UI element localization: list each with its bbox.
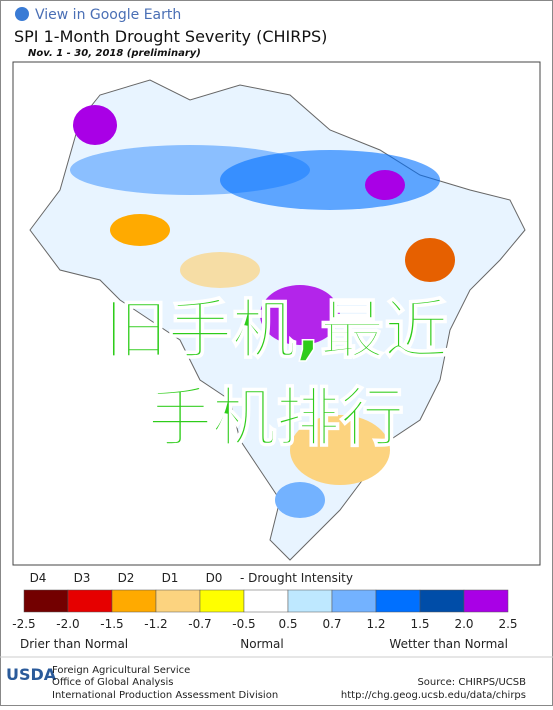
legend-swatch bbox=[23, 589, 69, 613]
subtitle: Nov. 1 - 30, 2018 (preliminary) bbox=[28, 48, 201, 59]
agency-line: Foreign Agricultural Service bbox=[52, 665, 190, 676]
legend-swatch bbox=[419, 589, 465, 613]
legend-center-label: Normal bbox=[240, 637, 283, 651]
agency-line: Office of Global Analysis bbox=[52, 677, 173, 688]
legend-tick-label: 2.5 bbox=[498, 617, 517, 631]
map bbox=[12, 61, 541, 566]
legend-swatch bbox=[199, 589, 245, 613]
legend-category: D2 bbox=[118, 571, 135, 585]
legend-tick-label: 1.2 bbox=[366, 617, 385, 631]
legend-swatch bbox=[243, 589, 289, 613]
wet-area bbox=[365, 170, 405, 200]
legend-category: D3 bbox=[74, 571, 91, 585]
legend-swatch bbox=[111, 589, 157, 613]
legend-swatch bbox=[67, 589, 113, 613]
legend: -2.5 -2.0 -1.5 -1.2 -0.7 -0.5 0.5 0.7 1.2 1.5 2.0 2… bbox=[12, 571, 517, 631]
agency-line: International Production Assessment Divi… bbox=[52, 690, 278, 701]
dry-area bbox=[405, 238, 455, 282]
legend-category: D4 bbox=[30, 571, 47, 585]
legend-tick-label: 2.0 bbox=[454, 617, 473, 631]
earth-icon bbox=[15, 7, 29, 21]
legend-title: - Drought Intensity bbox=[240, 571, 353, 585]
overlay-line: 旧手机,最近 bbox=[104, 294, 448, 368]
legend-tick-label: -1.5 bbox=[100, 617, 123, 631]
legend-tick-label: 0.5 bbox=[278, 617, 297, 631]
overlay-line: 手机排行 bbox=[148, 382, 404, 456]
legend-tick-label: -1.2 bbox=[144, 617, 167, 631]
legend-left-label: Drier than Normal bbox=[20, 637, 128, 651]
legend-category: D0 bbox=[206, 571, 223, 585]
dry-area bbox=[180, 252, 260, 288]
legend-swatch bbox=[463, 589, 509, 613]
wet-area bbox=[260, 285, 340, 345]
overlay: 旧手机,最近 手机排行 bbox=[103, 293, 449, 457]
legend-tick-label: -0.5 bbox=[232, 617, 255, 631]
legend-tick-label: -2.0 bbox=[56, 617, 79, 631]
link-text[interactable]: View in Google Earth bbox=[35, 7, 181, 23]
legend-tick-label: 1.5 bbox=[410, 617, 429, 631]
wet-area bbox=[220, 150, 440, 210]
wet-area bbox=[73, 105, 117, 145]
source: Source: CHIRPS/UCSB bbox=[417, 677, 526, 688]
legend-right-label: Wetter than Normal bbox=[389, 637, 508, 651]
dry-area bbox=[110, 214, 170, 246]
legend-swatch bbox=[375, 589, 421, 613]
title: SPI 1-Month Drought Severity (CHIRPS) bbox=[14, 27, 327, 46]
legend-swatch bbox=[331, 589, 377, 613]
legend-swatch bbox=[287, 589, 333, 613]
usda-logo: USDA bbox=[6, 665, 57, 684]
source-url: http://chg.geog.ucsb.edu/data/chirps bbox=[341, 690, 526, 701]
wet-area bbox=[275, 482, 325, 518]
legend-swatch bbox=[155, 589, 201, 613]
google-earth-link[interactable]: View in Google Earth bbox=[15, 7, 181, 23]
legend-category: D1 bbox=[162, 571, 179, 585]
legend-tick-label: -2.5 bbox=[12, 617, 35, 631]
dry-area bbox=[290, 415, 390, 485]
legend-tick-label: -0.7 bbox=[188, 617, 211, 631]
legend-tick-label: 0.7 bbox=[322, 617, 341, 631]
